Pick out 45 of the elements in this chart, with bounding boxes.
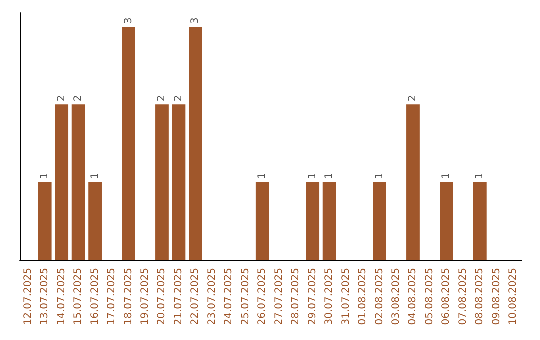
x-tick-label: 05.08.2025	[424, 268, 436, 326]
x-tick-label: 06.08.2025	[441, 268, 452, 326]
x-tick-label: 18.07.2025	[123, 268, 134, 326]
data-label: 3	[123, 18, 134, 24]
x-tick-label: 14.07.2025	[56, 268, 68, 326]
data-label: 2	[73, 95, 84, 102]
x-tick-label: 16.07.2025	[90, 268, 101, 326]
x-tick-label: 20.07.2025	[156, 268, 168, 326]
x-tick-label: 10.08.2025	[508, 268, 520, 326]
x-tick-label: 04.08.2025	[408, 268, 419, 326]
x-tick-label: 22.07.2025	[190, 268, 202, 326]
x-tick-label: 19.07.2025	[140, 268, 151, 326]
data-label: 1	[257, 172, 268, 180]
x-tick-label: 26.07.2025	[257, 268, 268, 326]
x-tick-label: 28.07.2025	[290, 268, 302, 326]
data-label: 3	[190, 18, 202, 24]
x-tick-label: 01.08.2025	[358, 268, 369, 326]
x-tick-label: 17.07.2025	[106, 268, 118, 326]
x-tick-label: 30.07.2025	[324, 268, 336, 326]
data-label: 1	[90, 172, 101, 180]
data-label: 1	[441, 172, 452, 180]
data-label: 2	[173, 95, 184, 102]
x-tick-label: 15.07.2025	[73, 268, 84, 326]
data-label: 2	[156, 95, 168, 102]
x-tick-label: 24.07.2025	[224, 268, 235, 326]
data-label: 1	[474, 172, 486, 180]
x-tick-label: 07.08.2025	[458, 268, 469, 326]
data-label: 2	[408, 95, 419, 102]
data-label: 1	[40, 172, 51, 180]
x-tick-label: 02.08.2025	[374, 268, 386, 326]
x-tick-label: 23.07.2025	[206, 268, 218, 326]
data-label: 1	[324, 172, 336, 180]
x-tick-label: 08.08.2025	[474, 268, 486, 326]
x-tick-label: 29.07.2025	[307, 268, 318, 326]
data-label: 1	[374, 172, 386, 180]
x-tick-label: 27.07.2025	[274, 268, 285, 326]
x-tick-label: 03.08.2025	[391, 268, 402, 326]
x-tick-label: 13.07.2025	[40, 268, 51, 326]
x-tick-label: 12.07.2025	[22, 268, 34, 326]
x-tick-label: 09.08.2025	[491, 268, 502, 326]
data-label: 1	[307, 172, 318, 180]
data-label: 2	[56, 95, 68, 102]
x-tick-label: 21.07.2025	[173, 268, 184, 326]
x-tick-label: 31.07.2025	[340, 268, 352, 326]
x-tick-label: 25.07.2025	[240, 268, 252, 326]
